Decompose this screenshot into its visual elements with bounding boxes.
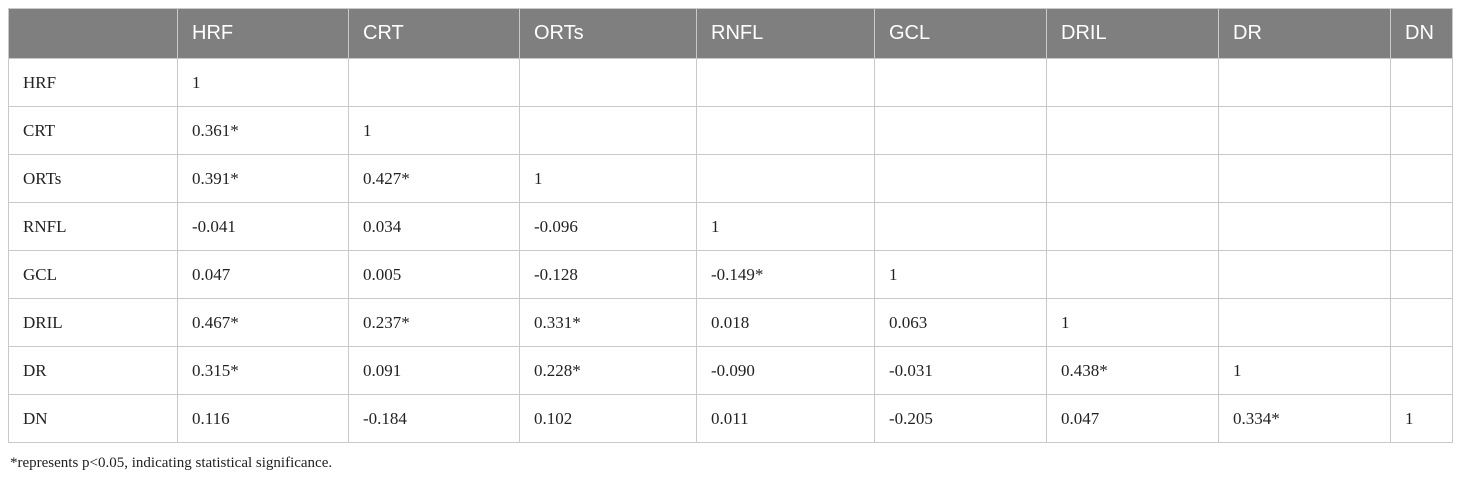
empty-cell xyxy=(1046,250,1219,299)
cell: -0.128 xyxy=(519,250,697,299)
empty-cell xyxy=(348,58,520,107)
header-row: HRF CRT ORTs RNFL GCL DRIL DR DN xyxy=(8,8,1453,59)
cell: -0.090 xyxy=(696,346,875,395)
empty-cell xyxy=(519,106,697,155)
column-header: DN xyxy=(1390,8,1453,59)
cell: 0.228* xyxy=(519,346,697,395)
empty-cell xyxy=(1046,106,1219,155)
empty-cell xyxy=(1046,154,1219,203)
row-label: RNFL xyxy=(8,202,178,251)
cell: 0.467* xyxy=(177,298,349,347)
empty-cell xyxy=(1390,202,1453,251)
cell: -0.031 xyxy=(874,346,1047,395)
empty-cell xyxy=(1390,250,1453,299)
cell: 1 xyxy=(1390,394,1453,443)
row-label: ORTs xyxy=(8,154,178,203)
cell: 1 xyxy=(1046,298,1219,347)
table-row: DN 0.116 -0.184 0.102 0.011 -0.205 0.047 0.334*… xyxy=(8,394,1453,443)
empty-cell xyxy=(1218,154,1391,203)
cell: 0.237* xyxy=(348,298,520,347)
cell: 1 xyxy=(1218,346,1391,395)
column-header: GCL xyxy=(874,8,1047,59)
empty-cell xyxy=(874,154,1047,203)
cell: -0.096 xyxy=(519,202,697,251)
cell: 0.047 xyxy=(177,250,349,299)
footnote: *represents p<0.05, indicating statistic… xyxy=(10,455,333,471)
table-row: DRIL 0.467* 0.237* 0.331* 0.018 0.063 1 xyxy=(8,298,1453,347)
cell: -0.041 xyxy=(177,202,349,251)
cell: -0.149* xyxy=(696,250,875,299)
correlation-table: HRF CRT ORTs RNFL GCL DRIL DR DN HRF 1 CRT 0.361* 1… xyxy=(8,8,1453,443)
cell: 0.091 xyxy=(348,346,520,395)
empty-cell xyxy=(1390,106,1453,155)
row-label: DR xyxy=(8,346,178,395)
row-label: DN xyxy=(8,394,178,443)
cell: 1 xyxy=(874,250,1047,299)
corner-cell xyxy=(8,8,178,59)
row-label: GCL xyxy=(8,250,178,299)
empty-cell xyxy=(1046,202,1219,251)
cell: 0.315* xyxy=(177,346,349,395)
table-row: ORTs 0.391* 0.427* 1 xyxy=(8,154,1453,203)
cell: -0.184 xyxy=(348,394,520,443)
cell: 0.391* xyxy=(177,154,349,203)
empty-cell xyxy=(1390,346,1453,395)
empty-cell xyxy=(1218,58,1391,107)
column-header: DR xyxy=(1218,8,1391,59)
cell: 0.102 xyxy=(519,394,697,443)
empty-cell xyxy=(1218,250,1391,299)
empty-cell xyxy=(696,106,875,155)
empty-cell xyxy=(874,58,1047,107)
table-row: DR 0.315* 0.091 0.228* -0.090 -0.031 0.438* 1 xyxy=(8,346,1453,395)
table-row: HRF 1 xyxy=(8,58,1453,107)
row-label: DRIL xyxy=(8,298,178,347)
column-header: DRIL xyxy=(1046,8,1219,59)
row-label: HRF xyxy=(8,58,178,107)
empty-cell xyxy=(696,154,875,203)
cell: 0.018 xyxy=(696,298,875,347)
cell: 0.011 xyxy=(696,394,875,443)
cell: 0.331* xyxy=(519,298,697,347)
table-row: GCL 0.047 0.005 -0.128 -0.149* 1 xyxy=(8,250,1453,299)
cell: 0.034 xyxy=(348,202,520,251)
empty-cell xyxy=(1218,298,1391,347)
empty-cell xyxy=(1390,58,1453,107)
row-label: CRT xyxy=(8,106,178,155)
cell: 0.334* xyxy=(1218,394,1391,443)
cell: 0.047 xyxy=(1046,394,1219,443)
cell: 0.063 xyxy=(874,298,1047,347)
empty-cell xyxy=(1046,58,1219,107)
empty-cell xyxy=(519,58,697,107)
table-row: RNFL -0.041 0.034 -0.096 1 xyxy=(8,202,1453,251)
empty-cell xyxy=(1218,202,1391,251)
empty-cell xyxy=(1218,106,1391,155)
column-header: RNFL xyxy=(696,8,875,59)
cell: 0.438* xyxy=(1046,346,1219,395)
cell: 0.427* xyxy=(348,154,520,203)
cell: 0.361* xyxy=(177,106,349,155)
table-body: HRF 1 CRT 0.361* 1 ORTs 0.391* 0.427* 1 RNFL -0.04… xyxy=(8,58,1453,443)
empty-cell xyxy=(874,202,1047,251)
cell: 1 xyxy=(519,154,697,203)
cell: 1 xyxy=(696,202,875,251)
empty-cell xyxy=(1390,298,1453,347)
empty-cell xyxy=(874,106,1047,155)
cell: 0.005 xyxy=(348,250,520,299)
column-header: HRF xyxy=(177,8,349,59)
cell: -0.205 xyxy=(874,394,1047,443)
cell: 1 xyxy=(348,106,520,155)
table-row: CRT 0.361* 1 xyxy=(8,106,1453,155)
column-header: ORTs xyxy=(519,8,697,59)
column-header: CRT xyxy=(348,8,520,59)
cell: 0.116 xyxy=(177,394,349,443)
empty-cell xyxy=(1390,154,1453,203)
empty-cell xyxy=(696,58,875,107)
cell: 1 xyxy=(177,58,349,107)
